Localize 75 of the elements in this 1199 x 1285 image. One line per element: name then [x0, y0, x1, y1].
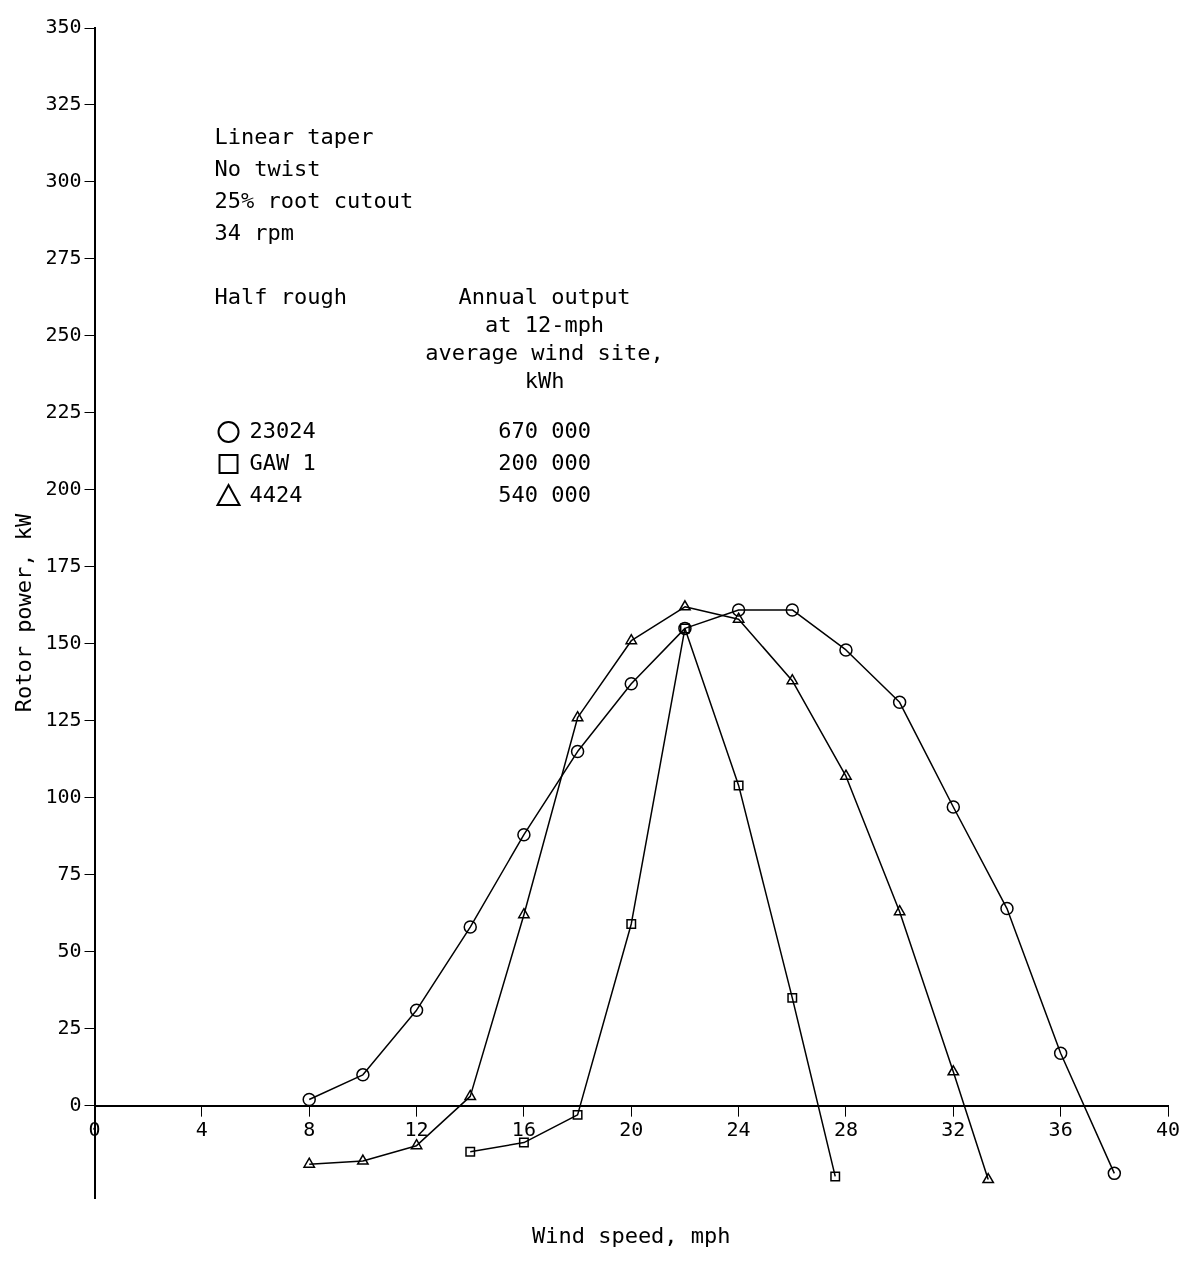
x-tick-label: 36 — [1048, 1116, 1073, 1141]
point — [465, 1146, 476, 1157]
y-tick-label: 250 — [45, 322, 82, 347]
point — [893, 904, 906, 916]
point — [1000, 901, 1014, 916]
point — [572, 1109, 583, 1120]
annotation: 34 rpm — [214, 219, 295, 245]
point — [1107, 1166, 1122, 1181]
point — [303, 1157, 316, 1168]
point — [982, 1172, 995, 1184]
y-tick-label: 0 — [69, 1091, 82, 1116]
point — [785, 603, 800, 617]
y-tick-label: 300 — [45, 168, 82, 193]
legend-label: 23024 — [249, 417, 316, 443]
annotation: 540 000 — [498, 481, 591, 507]
point — [517, 907, 530, 919]
point — [624, 677, 639, 691]
point — [464, 1089, 477, 1101]
y-tick-label: 350 — [45, 14, 82, 39]
y-tick-label: 50 — [57, 937, 82, 962]
x-tick-label: 32 — [941, 1116, 966, 1141]
point — [356, 1068, 370, 1082]
y-tick-label: 325 — [45, 91, 82, 116]
legend-title: Half rough — [214, 283, 347, 309]
point — [731, 603, 746, 617]
y-tick-label: 150 — [45, 629, 82, 654]
annotation: 670 000 — [498, 417, 591, 443]
y-tick-label: 100 — [45, 783, 82, 808]
point — [732, 612, 745, 623]
point — [839, 643, 853, 657]
annotation: No twist — [214, 155, 321, 181]
x-tick-label: 4 — [195, 1116, 208, 1141]
y-tick-label: 125 — [45, 706, 82, 731]
x-tick-label: 28 — [833, 1116, 858, 1141]
x-tick-label: 8 — [303, 1116, 316, 1141]
point — [302, 1092, 316, 1107]
point — [463, 920, 477, 934]
point — [626, 918, 637, 929]
point — [733, 780, 744, 791]
y-tick-label: 25 — [57, 1014, 82, 1039]
y-axis-title: Rotor power, kW — [10, 512, 36, 713]
point — [892, 695, 907, 710]
x-tick-label: 40 — [1155, 1116, 1181, 1141]
x-tick-label: 12 — [404, 1116, 429, 1141]
annotation: 200 000 — [498, 449, 591, 475]
point — [1053, 1046, 1068, 1061]
legend-label: GAW 1 — [249, 449, 316, 475]
point — [787, 992, 798, 1003]
point — [410, 1138, 423, 1150]
point — [840, 769, 852, 780]
x-axis-title: Wind speed, mph — [531, 1223, 731, 1248]
point — [830, 1171, 841, 1182]
y-tick-label: 175 — [45, 553, 82, 578]
point — [678, 600, 691, 611]
y-tick-label: 275 — [45, 245, 82, 270]
point — [571, 710, 584, 722]
x-tick-label: 24 — [726, 1116, 751, 1141]
point — [625, 633, 638, 645]
point — [946, 800, 961, 814]
point — [356, 1154, 369, 1165]
y-tick-label: 225 — [45, 399, 82, 424]
point — [947, 1065, 960, 1076]
y-tick-label: 200 — [45, 476, 82, 501]
point — [518, 1137, 529, 1148]
x-tick-label: 16 — [511, 1116, 536, 1141]
legend-label: 4424 — [249, 481, 303, 507]
point — [517, 827, 531, 842]
x-tick-label: 20 — [619, 1116, 644, 1141]
y-tick-label: 75 — [57, 860, 82, 885]
annotation: Linear taper — [214, 123, 374, 149]
point — [786, 673, 799, 685]
point — [409, 1003, 424, 1017]
annotation: 25% root cutout — [214, 187, 414, 213]
point — [570, 744, 585, 759]
annotation: Annual output at 12-mph average wind site, kWh — [425, 283, 664, 393]
